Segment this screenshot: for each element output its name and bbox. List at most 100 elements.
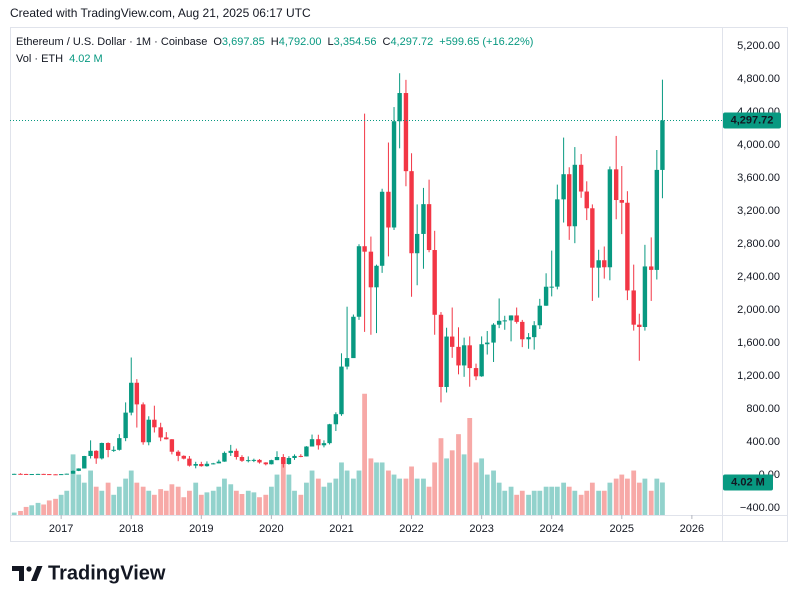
x-tick-label: 2020 (259, 523, 283, 535)
volume-bar (543, 486, 549, 515)
candle-body (327, 424, 332, 444)
y-tick-label: −400.00 (740, 502, 780, 514)
candle-body (625, 202, 630, 291)
candle-body (134, 382, 140, 405)
candle-body (391, 121, 397, 228)
candle-body (344, 358, 350, 367)
volume-bar (140, 486, 146, 515)
candle-body (234, 450, 239, 458)
volume-bar (514, 494, 520, 515)
legend-key: C (382, 36, 390, 48)
candle-body (199, 464, 204, 467)
volume-bar (151, 494, 157, 515)
candle-body (654, 169, 660, 270)
y-tick-label: 3,600.00 (737, 172, 780, 184)
candle-body (228, 450, 233, 453)
candle-body (607, 169, 613, 268)
volume-bar (561, 482, 567, 515)
candle-body (426, 204, 432, 251)
last-price-box (723, 112, 781, 129)
legend-key: H (271, 36, 279, 48)
x-tick-label: 2021 (329, 523, 353, 535)
volume-bar (601, 490, 607, 515)
candle-body (257, 459, 262, 463)
candle-body (479, 344, 484, 377)
volume-bar (175, 486, 181, 515)
volume-bar (374, 462, 379, 515)
candle-body (444, 336, 449, 387)
candle-body (292, 455, 297, 458)
volume-value-box (723, 474, 773, 491)
y-tick-label: 4,800.00 (737, 73, 780, 85)
volume-bar (421, 478, 426, 515)
volume-bar (309, 470, 315, 515)
candle-body (449, 336, 455, 347)
volume-bar (526, 494, 531, 515)
volume-bar (111, 494, 117, 515)
y-tick-label: 800.00 (746, 403, 780, 415)
candle-body (216, 461, 222, 464)
candle-body (642, 266, 648, 327)
volume-bar (76, 474, 82, 515)
volume-bar (41, 504, 47, 515)
volume-bar (116, 486, 122, 515)
volume-bar (233, 490, 239, 515)
volume-bar (163, 490, 169, 515)
candle-body (543, 286, 549, 306)
candle-body (321, 443, 327, 446)
volume-bar (99, 490, 105, 515)
volume-bar (286, 474, 292, 515)
candle-body (263, 462, 268, 465)
x-tick-label: 2024 (539, 523, 563, 535)
candle-body (432, 250, 437, 315)
volume-bar (70, 454, 76, 515)
volume-bar (432, 462, 438, 515)
volume-bar (146, 490, 152, 515)
chart-frame (10, 27, 788, 542)
volume-bar (379, 462, 385, 515)
volume-bar (403, 478, 409, 515)
candle-body (246, 460, 251, 462)
volume-bar (386, 470, 391, 515)
volume-bar (11, 512, 17, 515)
volume-bar (210, 490, 216, 515)
candle-body (572, 164, 578, 227)
volume-bar (578, 494, 584, 515)
candle-body (386, 191, 391, 228)
volume-bar (572, 490, 578, 515)
candle-body (631, 290, 636, 325)
candle-body (175, 451, 181, 456)
candle-body (660, 120, 665, 170)
volume-bar (88, 470, 93, 515)
candle-body (602, 260, 607, 268)
candle-body (403, 93, 409, 172)
candle-body (649, 266, 654, 270)
candle-body (309, 439, 315, 447)
volume-bar (292, 490, 297, 515)
volume-bar (496, 482, 502, 515)
volume-bar (619, 474, 625, 515)
candle-body (590, 208, 595, 268)
volume-bar (46, 500, 52, 515)
volume-bar (274, 474, 280, 515)
candle-body (93, 450, 99, 459)
candle-body (251, 459, 257, 461)
volume-bar (631, 470, 637, 515)
candle-body (164, 437, 169, 440)
volume-bar (321, 486, 327, 515)
candle-body (204, 463, 210, 467)
volume-bar (654, 478, 660, 515)
legend-line: Ethereum / U.S. Dollar · 1M · Coinbase O3… (16, 36, 533, 48)
volume-bar (123, 478, 129, 515)
x-tick-label: 2019 (189, 523, 213, 535)
volume-bar (344, 470, 350, 515)
volume-bar (315, 478, 321, 515)
candle-body (152, 419, 157, 428)
volume-bar (53, 498, 58, 515)
candle-body (520, 321, 525, 340)
volume-bar (566, 486, 572, 515)
candle-body (12, 473, 17, 475)
candle-body (613, 169, 619, 201)
candle-body (531, 325, 537, 338)
candle-body (105, 442, 111, 450)
